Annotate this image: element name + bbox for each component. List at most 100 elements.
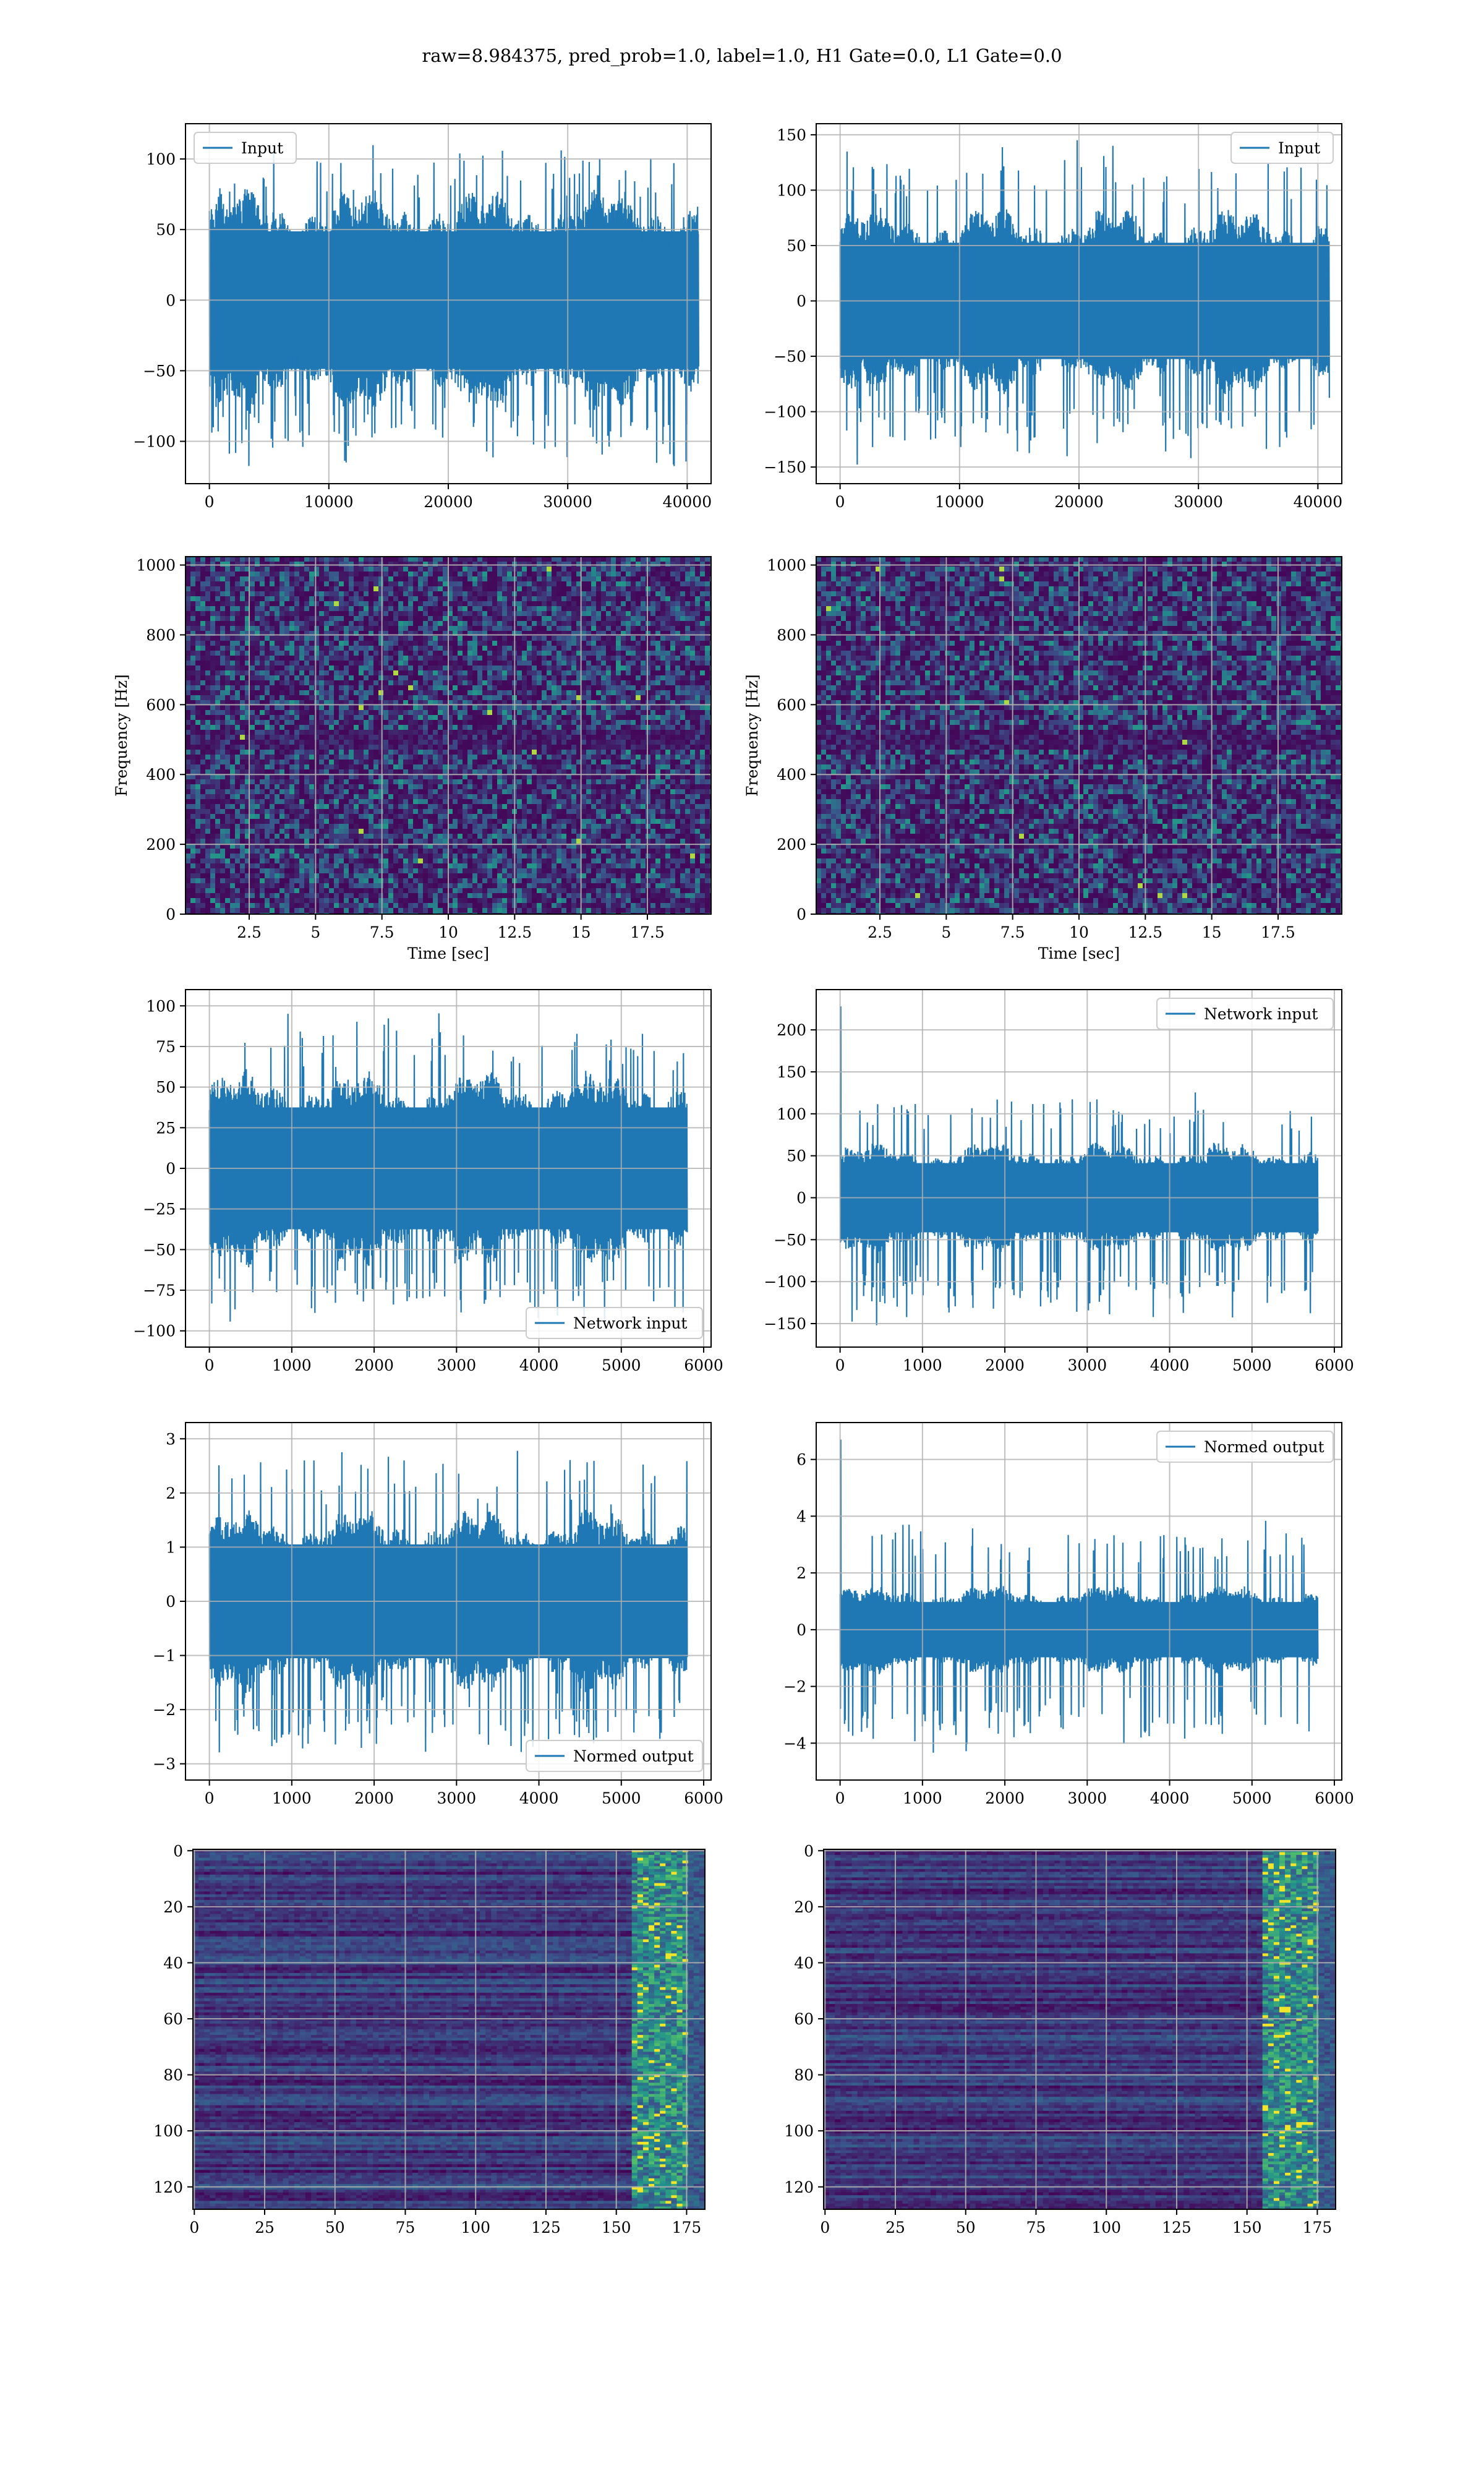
heatmap-cell — [195, 606, 200, 611]
heatmap-cell — [438, 621, 443, 626]
heatmap-cell — [359, 611, 364, 616]
heatmap-cell — [621, 690, 626, 695]
heatmap-cell — [369, 730, 373, 735]
heatmap-cell — [210, 616, 215, 621]
heatmap-cell — [279, 745, 284, 750]
heatmap-cell — [650, 631, 655, 636]
heatmap-cell — [448, 641, 453, 646]
heatmap-cell — [591, 695, 596, 700]
heatmap-cell — [561, 631, 566, 636]
heatmap-cell — [552, 567, 556, 571]
heatmap-cell — [403, 581, 408, 586]
heatmap-cell — [581, 745, 586, 750]
heatmap-cell — [220, 636, 225, 641]
heatmap-cell — [240, 651, 245, 656]
heatmap-cell — [299, 656, 304, 661]
heatmap-cell — [561, 690, 566, 695]
heatmap-cell — [413, 656, 418, 661]
heatmap-cell — [304, 606, 309, 611]
heatmap-cell — [581, 661, 586, 666]
heatmap-cell — [284, 720, 289, 725]
heatmap-cell — [586, 705, 591, 710]
heatmap-cell — [388, 675, 393, 680]
heatmap-cell — [383, 779, 388, 784]
heatmap-cell — [369, 666, 373, 670]
heatmap-cell — [299, 596, 304, 601]
heatmap-cell — [636, 611, 641, 616]
heatmap-cell — [195, 661, 200, 666]
heatmap-cell — [448, 611, 453, 616]
heatmap-cell — [695, 601, 700, 606]
heatmap-cell — [408, 715, 413, 720]
heatmap-cell — [497, 685, 502, 690]
heatmap-cell — [349, 745, 354, 750]
heatmap-cell — [250, 690, 255, 695]
heatmap-cell — [408, 621, 413, 626]
heatmap-cell — [388, 581, 393, 586]
heatmap-cell — [299, 735, 304, 740]
heatmap-cell — [522, 636, 527, 641]
heatmap-cell — [210, 670, 215, 675]
heatmap-cell — [205, 680, 210, 685]
heatmap-cell — [606, 666, 611, 670]
heatmap-cell — [403, 680, 408, 685]
heatmap-cell — [403, 764, 408, 769]
heatmap-cell — [482, 774, 487, 779]
heatmap-cell — [200, 666, 205, 670]
heatmap-cell — [240, 720, 245, 725]
heatmap-cell — [556, 606, 561, 611]
heatmap-cell — [646, 690, 650, 695]
plot-area — [186, 557, 711, 914]
heatmap-cell — [408, 774, 413, 779]
heatmap-cell — [329, 750, 334, 755]
heatmap-cell — [502, 666, 507, 670]
heatmap-cell — [477, 557, 482, 562]
heatmap-cell — [566, 656, 571, 661]
heatmap-cell — [477, 661, 482, 666]
heatmap-cell — [532, 576, 537, 581]
heatmap-cell — [359, 755, 364, 760]
heatmap-cell — [408, 680, 413, 685]
heatmap-cell — [571, 581, 576, 586]
heatmap-cell — [443, 656, 448, 661]
heatmap-cell — [279, 557, 284, 562]
heatmap-cell — [220, 740, 225, 745]
heatmap-cell — [339, 715, 344, 720]
heatmap-cell — [482, 675, 487, 680]
heatmap-cell — [561, 755, 566, 760]
heatmap-cell — [472, 581, 477, 586]
heatmap-cell — [369, 680, 373, 685]
heatmap-cell — [700, 616, 705, 621]
heatmap-cell — [260, 710, 265, 715]
heatmap-cell — [675, 685, 680, 690]
heatmap-cell — [433, 581, 438, 586]
heatmap-cell — [289, 745, 294, 750]
heatmap-cell — [547, 651, 552, 656]
heatmap-cell — [373, 745, 378, 750]
heatmap-cell — [373, 735, 378, 740]
heatmap-cell — [556, 764, 561, 769]
heatmap-cell — [200, 576, 205, 581]
heatmap-cell — [364, 601, 369, 606]
heatmap-cell — [448, 581, 453, 586]
heatmap-cell — [275, 675, 279, 680]
heatmap-cell — [200, 720, 205, 725]
heatmap-cell — [423, 651, 428, 656]
heatmap-cell — [210, 631, 215, 636]
heatmap-cell — [527, 601, 532, 606]
heatmap-cell — [344, 636, 349, 641]
heatmap-cell — [477, 621, 482, 626]
heatmap-cell — [680, 760, 685, 764]
heatmap-cell — [260, 700, 265, 705]
heatmap-cell — [650, 557, 655, 562]
heatmap-cell — [220, 571, 225, 576]
heatmap-cell — [601, 641, 606, 646]
heatmap-cell — [190, 710, 195, 715]
heatmap-cell — [275, 606, 279, 611]
heatmap-cell — [398, 715, 403, 720]
heatmap-cell — [566, 685, 571, 690]
heatmap-cell — [190, 675, 195, 680]
heatmap-cell — [700, 670, 705, 675]
heatmap-cell — [200, 779, 205, 784]
heatmap-cell — [621, 641, 626, 646]
